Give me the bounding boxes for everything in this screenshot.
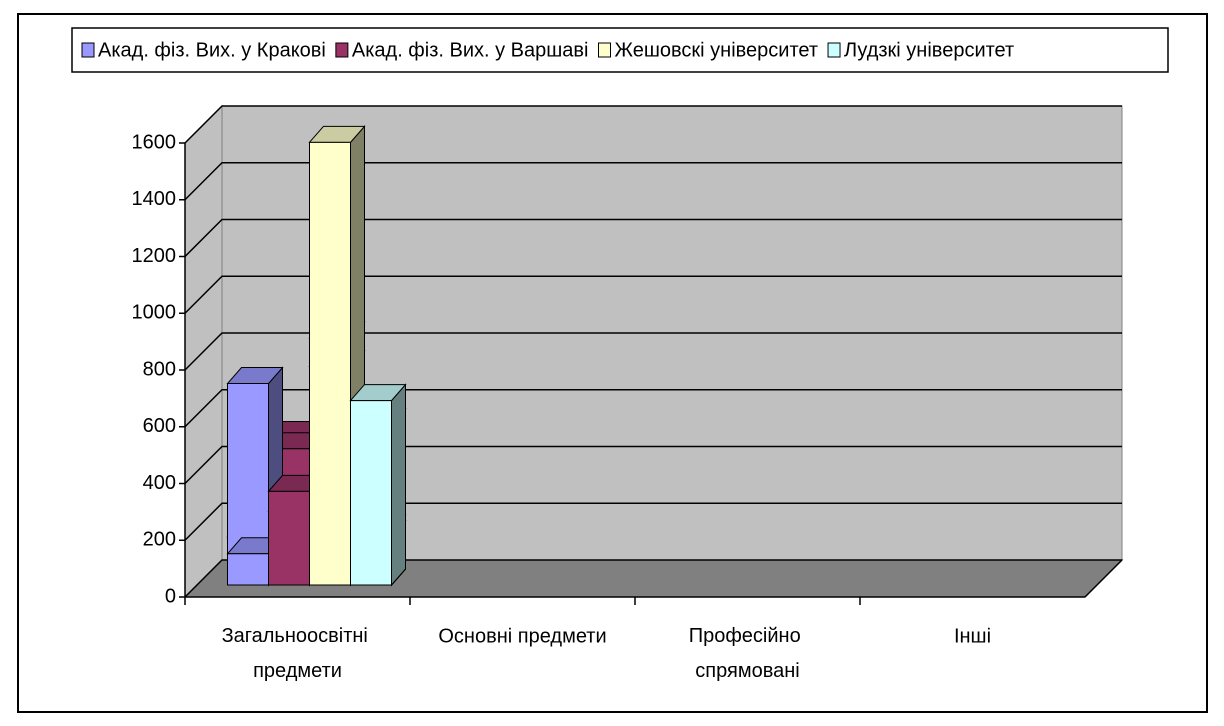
legend-swatch — [81, 42, 95, 58]
x-tick-label: Професійно спрямовані — [689, 625, 807, 682]
y-tick-label: 1200 — [132, 245, 177, 267]
grid-line — [184, 218, 1122, 258]
bar-front — [268, 490, 310, 586]
bar-front — [350, 400, 392, 586]
y-tick-label: 600 — [143, 415, 176, 437]
x-tick-label: Інші — [954, 625, 991, 647]
y-tick-label: 1600 — [132, 131, 177, 153]
legend-label: Лудзкі університет — [844, 39, 1014, 61]
legend-swatch — [598, 42, 611, 58]
y-tick-label: 400 — [143, 472, 176, 494]
grid-line — [184, 559, 1122, 598]
y-tick-label: 0 — [165, 585, 176, 607]
legend-label: Акад. фіз. Вих. у Варшаві — [352, 39, 589, 61]
y-tick-label: 1000 — [132, 302, 177, 324]
legend-label: Акад. фіз. Вих. у Кракові — [98, 39, 326, 61]
legend-box — [71, 27, 1169, 73]
legend-swatch — [827, 42, 841, 58]
bar — [349, 383, 407, 587]
legend-label: Жешовскі університет — [615, 39, 819, 61]
legend-swatch — [335, 42, 349, 58]
bar-front — [227, 553, 269, 586]
grid-line — [184, 445, 1122, 485]
y-tick-label: 1400 — [132, 188, 177, 210]
grid-line — [184, 332, 1122, 371]
grid-line — [184, 162, 1122, 201]
y-tick-label: 800 — [143, 358, 176, 380]
grid-line — [184, 502, 1122, 541]
grid-line — [184, 275, 1122, 314]
x-axis-back — [1084, 559, 1123, 598]
bar-front — [309, 141, 351, 586]
y-tick-label: 200 — [143, 529, 176, 551]
grid-line — [184, 105, 1122, 144]
grid-line — [184, 389, 1122, 428]
x-tick-label: Основні предмети — [438, 625, 606, 647]
x-tick-label: Загальноосвітні предмети — [222, 625, 374, 682]
bar-side — [391, 383, 406, 587]
